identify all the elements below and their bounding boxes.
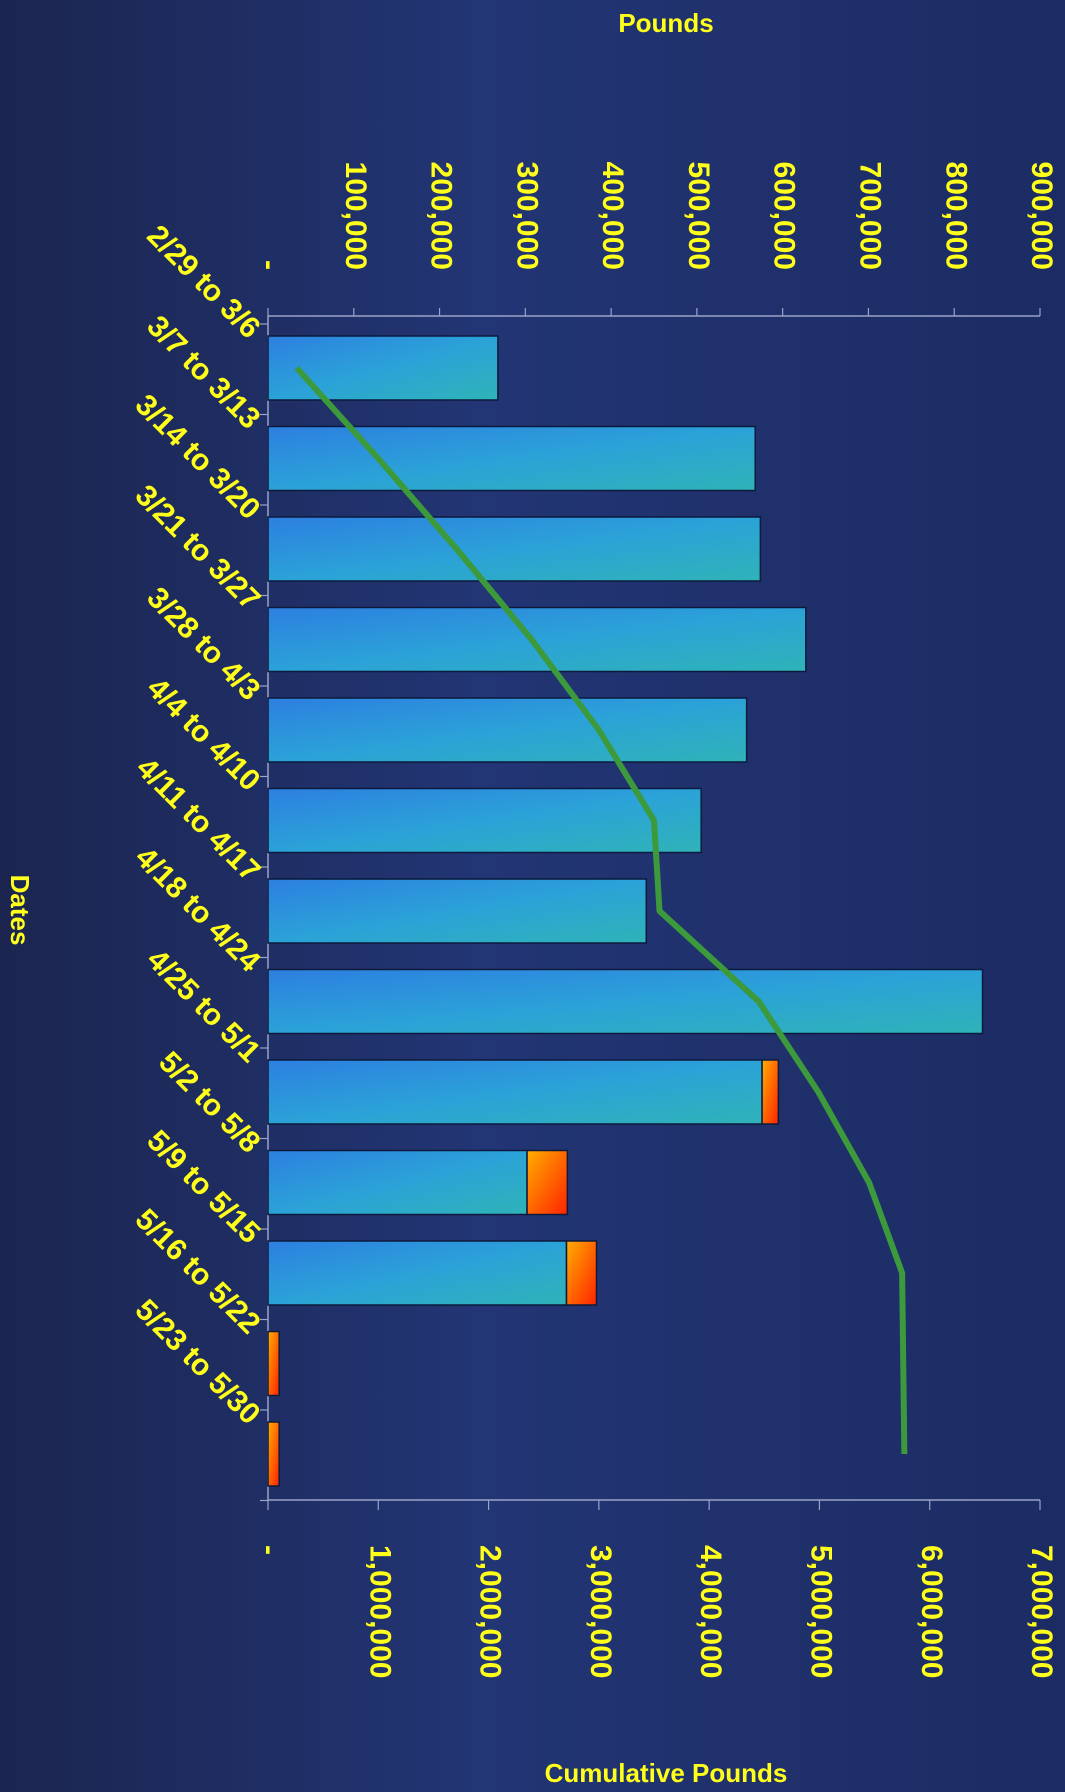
top-axis-title: Pounds <box>618 8 713 38</box>
top-tick-label: 100,000 <box>339 162 372 270</box>
bar-pounds <box>267 425 756 492</box>
top-tick-label: 600,000 <box>768 162 801 270</box>
bar-pounds <box>267 1240 568 1306</box>
bar-pounds <box>267 516 762 582</box>
bar-pounds-orange <box>267 1421 280 1487</box>
bar-pounds <box>267 697 748 763</box>
top-tick-label: 800,000 <box>939 162 972 270</box>
bottom-tick-label: 5,000,000 <box>805 1545 838 1678</box>
top-tick-label: 400,000 <box>596 162 629 270</box>
top-tick-label: 200,000 <box>425 162 458 270</box>
top-tick-label: 300,000 <box>510 162 543 270</box>
bottom-tick-label: 7,000,000 <box>1025 1545 1058 1678</box>
bar-pounds <box>267 878 648 944</box>
bar-pounds <box>267 606 807 673</box>
bottom-axis-title: Cumulative Pounds <box>545 1758 788 1788</box>
bottom-tick-label: - <box>253 1545 286 1555</box>
bar-pounds-orange <box>526 1149 569 1216</box>
category-axis-title: Dates <box>5 875 35 946</box>
bar-pounds <box>267 335 499 401</box>
bottom-tick-label: 2,000,000 <box>474 1545 507 1678</box>
bottom-tick-label: 3,000,000 <box>584 1545 617 1678</box>
bar-pounds <box>267 1059 763 1125</box>
bottom-tick-label: 4,000,000 <box>694 1545 727 1678</box>
bar-pounds-orange <box>267 1330 280 1397</box>
bottom-tick-label: 1,000,000 <box>363 1545 396 1678</box>
bar-pounds <box>267 968 984 1035</box>
top-tick-label: 700,000 <box>854 162 887 270</box>
top-tick-label: 900,000 <box>1025 162 1058 270</box>
bar-pounds-orange <box>565 1240 598 1306</box>
bar-pounds <box>267 787 702 854</box>
bottom-tick-label: 6,000,000 <box>915 1545 948 1678</box>
bar-pounds <box>267 1149 528 1216</box>
bar-pounds-orange <box>761 1059 780 1125</box>
top-tick-label: - <box>253 260 286 270</box>
top-tick-label: 500,000 <box>682 162 715 270</box>
